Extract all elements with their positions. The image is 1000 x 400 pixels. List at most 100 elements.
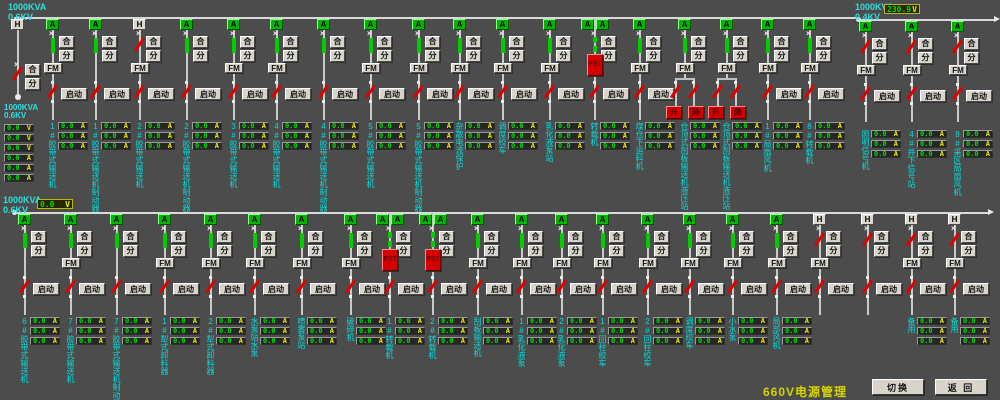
- close-button[interactable]: 合: [439, 231, 454, 243]
- close-button[interactable]: 合: [556, 36, 571, 48]
- open-button[interactable]: 分: [774, 50, 789, 62]
- fm-button[interactable]: FM: [903, 258, 921, 268]
- start-button[interactable]: 启动: [603, 88, 629, 100]
- start-button[interactable]: 启动: [530, 283, 556, 295]
- open-button[interactable]: 分: [816, 50, 831, 62]
- open-button[interactable]: 分: [217, 245, 232, 257]
- start-button[interactable]: 启动: [920, 90, 946, 102]
- open-button[interactable]: 分: [102, 50, 117, 62]
- open-button[interactable]: 分: [31, 245, 46, 257]
- start-button[interactable]: 启动: [611, 283, 637, 295]
- fm-button[interactable]: FM: [724, 258, 742, 268]
- close-button[interactable]: 合: [261, 231, 276, 243]
- close-button[interactable]: 合: [609, 231, 624, 243]
- fm-button[interactable]: FM: [410, 63, 428, 73]
- close-button[interactable]: 合: [816, 36, 831, 48]
- fm-button[interactable]: FM: [801, 63, 819, 73]
- open-button[interactable]: 分: [466, 50, 481, 62]
- close-button[interactable]: 合: [733, 36, 748, 48]
- raise-button[interactable]: 升: [708, 106, 724, 119]
- close-button[interactable]: 合: [123, 231, 138, 243]
- close-button[interactable]: 合: [146, 36, 161, 48]
- open-button[interactable]: 分: [646, 50, 661, 62]
- open-button[interactable]: 分: [609, 245, 624, 257]
- close-button[interactable]: 合: [568, 231, 583, 243]
- open-button[interactable]: 分: [874, 245, 889, 257]
- fm-button[interactable]: FM: [225, 63, 243, 73]
- start-button[interactable]: 启动: [33, 283, 59, 295]
- open-button[interactable]: 分: [146, 50, 161, 62]
- open-button[interactable]: 分: [528, 245, 543, 257]
- open-button[interactable]: 分: [425, 50, 440, 62]
- open-button[interactable]: 分: [308, 245, 323, 257]
- close-button[interactable]: 合: [59, 36, 74, 48]
- back-button[interactable]: 返 回: [935, 379, 987, 395]
- close-button[interactable]: 合: [654, 231, 669, 243]
- open-button[interactable]: 分: [193, 50, 208, 62]
- open-button[interactable]: 分: [330, 50, 345, 62]
- fm-button[interactable]: FM: [718, 63, 736, 73]
- close-button[interactable]: 合: [308, 231, 323, 243]
- close-button[interactable]: 合: [31, 231, 46, 243]
- start-button[interactable]: 启动: [785, 283, 811, 295]
- open-button[interactable]: 分: [872, 52, 887, 64]
- start-button[interactable]: 启动: [963, 283, 989, 295]
- open-button[interactable]: 分: [733, 50, 748, 62]
- open-button[interactable]: 分: [240, 50, 255, 62]
- fm-button[interactable]: FM: [631, 63, 649, 73]
- fm-button[interactable]: FM: [811, 258, 829, 268]
- start-button[interactable]: 启动: [656, 283, 682, 295]
- fm-button[interactable]: FM: [156, 258, 174, 268]
- start-button[interactable]: 启动: [242, 88, 268, 100]
- fm-button[interactable]: FM: [676, 63, 694, 73]
- close-button[interactable]: 合: [646, 36, 661, 48]
- close-button[interactable]: 合: [826, 231, 841, 243]
- open-button[interactable]: 分: [918, 245, 933, 257]
- open-button[interactable]: 分: [123, 245, 138, 257]
- start-button[interactable]: 启动: [966, 90, 992, 102]
- start-button[interactable]: 启动: [61, 88, 87, 100]
- start-button[interactable]: 启动: [219, 283, 245, 295]
- start-button[interactable]: 启动: [79, 283, 105, 295]
- open-button[interactable]: 分: [439, 245, 454, 257]
- start-button[interactable]: 启动: [125, 283, 151, 295]
- open-button[interactable]: 分: [696, 245, 711, 257]
- fm-button[interactable]: FM: [639, 258, 657, 268]
- fm-button[interactable]: FM: [362, 63, 380, 73]
- open-button[interactable]: 分: [964, 52, 979, 64]
- close-button[interactable]: 合: [425, 36, 440, 48]
- open-button[interactable]: 分: [601, 50, 616, 62]
- fm-button[interactable]: FM: [903, 65, 921, 75]
- close-button[interactable]: 合: [466, 36, 481, 48]
- lower-button[interactable]: 降: [730, 106, 746, 119]
- open-button[interactable]: 分: [739, 245, 754, 257]
- lower-button[interactable]: 降: [688, 106, 704, 119]
- start-button[interactable]: 启动: [558, 88, 584, 100]
- fm-button[interactable]: FM: [594, 258, 612, 268]
- fm-button[interactable]: FM: [342, 258, 360, 268]
- close-button[interactable]: 合: [961, 231, 976, 243]
- close-button[interactable]: 合: [872, 38, 887, 50]
- start-button[interactable]: 启动: [173, 283, 199, 295]
- fm-button[interactable]: FM: [513, 258, 531, 268]
- open-button[interactable]: 分: [691, 50, 706, 62]
- open-button[interactable]: 分: [556, 50, 571, 62]
- open-button[interactable]: 分: [25, 78, 40, 90]
- start-button[interactable]: 启动: [741, 283, 767, 295]
- close-button[interactable]: 合: [918, 38, 933, 50]
- start-button[interactable]: 启动: [570, 283, 596, 295]
- start-button[interactable]: 启动: [398, 283, 424, 295]
- start-button[interactable]: 启动: [285, 88, 311, 100]
- start-button[interactable]: 启动: [310, 283, 336, 295]
- fm-button[interactable]: FM: [469, 258, 487, 268]
- start-button[interactable]: 启动: [148, 88, 174, 100]
- start-button[interactable]: 启动: [104, 88, 130, 100]
- close-button[interactable]: 合: [357, 231, 372, 243]
- open-button[interactable]: 分: [77, 245, 92, 257]
- close-button[interactable]: 合: [774, 36, 789, 48]
- close-button[interactable]: 合: [217, 231, 232, 243]
- close-button[interactable]: 合: [171, 231, 186, 243]
- open-button[interactable]: 分: [357, 245, 372, 257]
- start-button[interactable]: 启动: [698, 283, 724, 295]
- open-button[interactable]: 分: [783, 245, 798, 257]
